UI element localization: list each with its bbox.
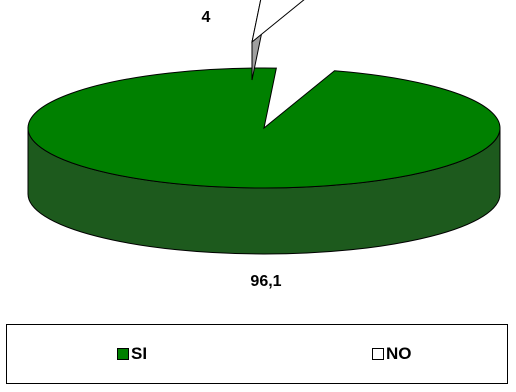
legend-label-si: SI [131, 344, 148, 363]
data-label-no: 4 [202, 9, 211, 26]
legend-label-no: NO [386, 344, 412, 363]
legend-swatch-no [372, 348, 384, 360]
pie-slice-si [27, 67, 501, 189]
data-label-si: 96,1 [250, 273, 281, 290]
pie-slices [27, 0, 501, 255]
pie-slice-no [251, 0, 305, 44]
legend-item-no: NO [372, 344, 412, 364]
legend-item-si: SI [117, 344, 147, 364]
chart-legend: SI NO [6, 324, 508, 384]
legend-swatch-si [117, 348, 129, 360]
